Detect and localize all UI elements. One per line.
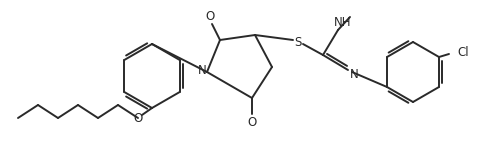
Text: O: O	[133, 111, 142, 124]
Text: NH: NH	[334, 15, 352, 28]
Text: O: O	[205, 9, 215, 22]
Text: N: N	[198, 63, 206, 76]
Text: O: O	[247, 116, 257, 129]
Text: Cl: Cl	[457, 46, 468, 60]
Text: N: N	[349, 68, 358, 81]
Text: S: S	[294, 36, 302, 48]
